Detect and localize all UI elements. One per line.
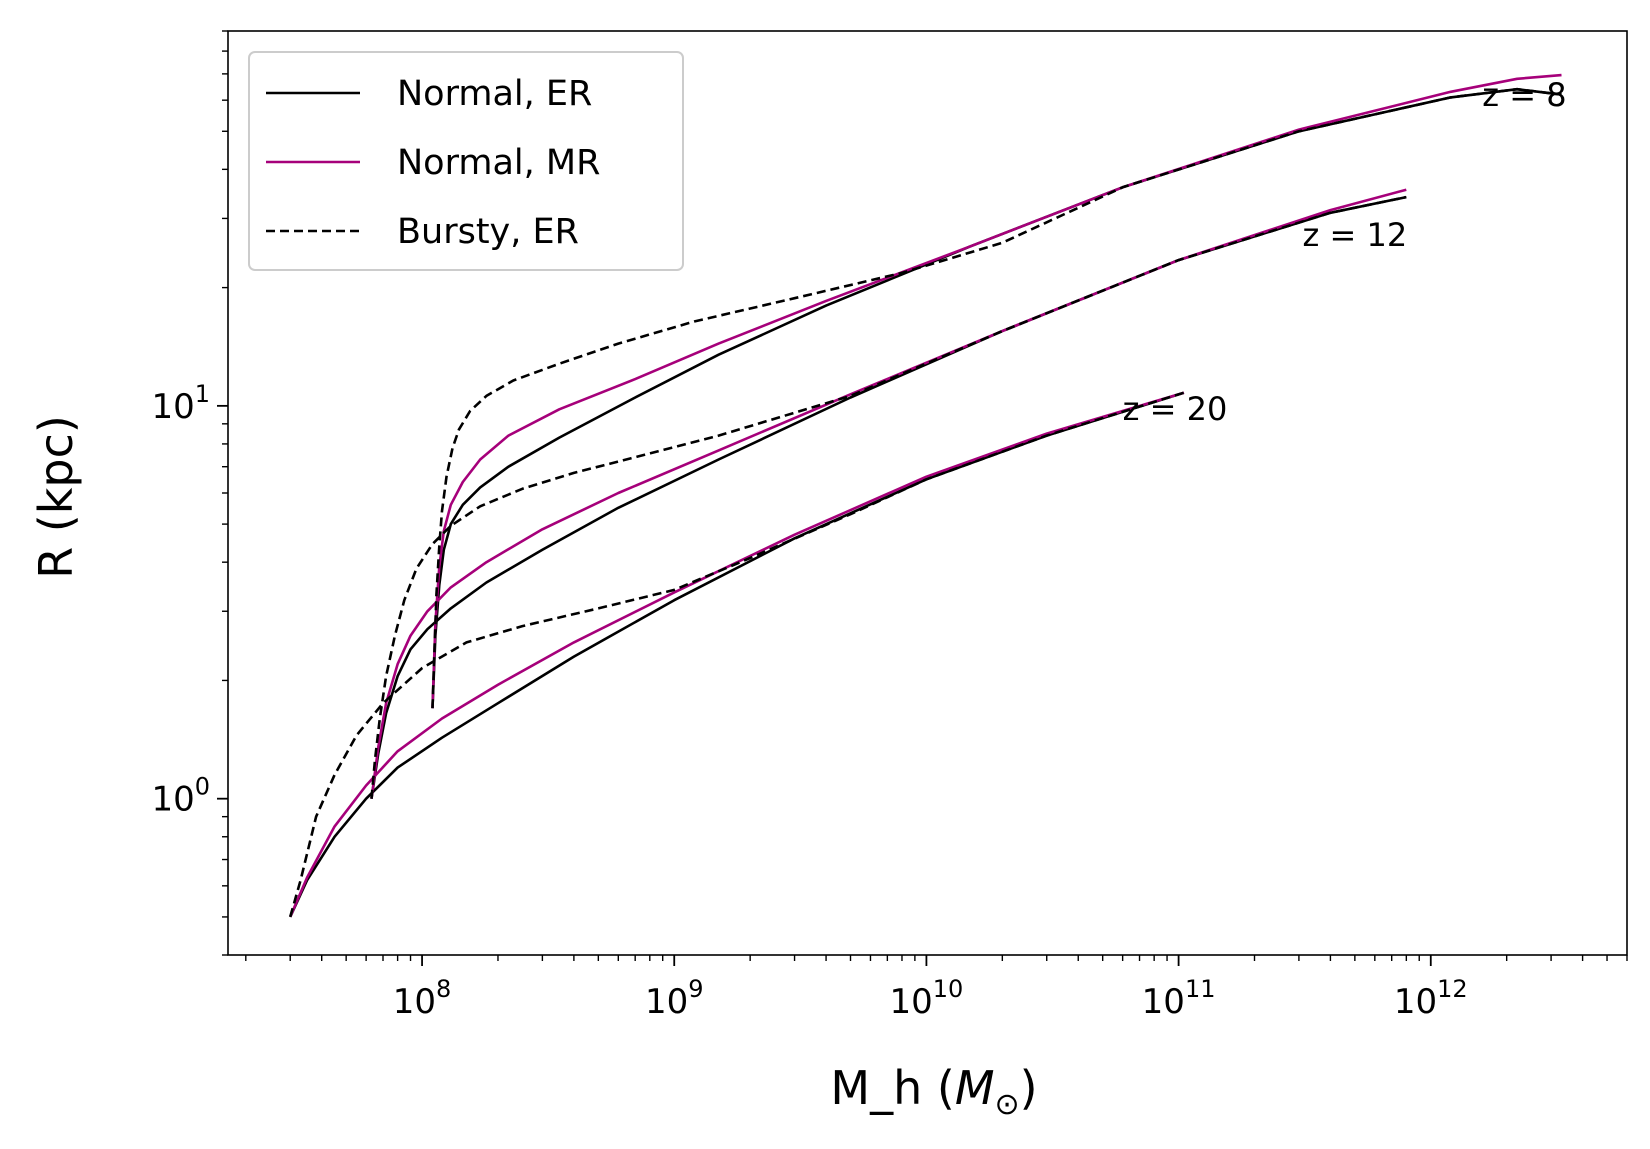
y-tick-label-base: 10 bbox=[151, 387, 194, 427]
y-tick-label-exponent: 1 bbox=[195, 380, 210, 408]
x-axis-title-subscript: ⊙ bbox=[995, 1087, 1020, 1122]
x-tick-label: 108 bbox=[393, 975, 452, 1022]
x-axis-title-symbol: M bbox=[955, 1061, 995, 1115]
legend: Normal, ER Normal, MR Bursty, ER bbox=[248, 51, 684, 271]
y-tick-label: 101 bbox=[151, 380, 210, 427]
legend-entries: Normal, ER Normal, MR Bursty, ER bbox=[266, 74, 600, 252]
redshift-annotation: z = 20 bbox=[1123, 390, 1228, 428]
series-line bbox=[288, 391, 1185, 918]
x-tick-label-exponent: 8 bbox=[436, 975, 451, 1003]
x-tick-label-base: 10 bbox=[1394, 982, 1437, 1022]
series-line bbox=[370, 195, 1407, 799]
redshift-annotation: z = 12 bbox=[1303, 216, 1408, 254]
x-axis-title: M_h (M⊙) bbox=[830, 1061, 1037, 1122]
legend-label: Normal, MR bbox=[397, 143, 600, 183]
y-tick-label: 100 bbox=[151, 773, 210, 820]
x-tick-label: 1010 bbox=[890, 975, 964, 1022]
x-tick-label-exponent: 10 bbox=[933, 975, 964, 1003]
x-tick-label-base: 10 bbox=[890, 982, 933, 1022]
y-axis-title: R (kpc) bbox=[29, 415, 83, 579]
series-line bbox=[431, 73, 1562, 709]
legend-label: Normal, ER bbox=[397, 74, 592, 114]
x-tick-label-base: 10 bbox=[393, 982, 436, 1022]
x-tick-label-base: 10 bbox=[1142, 982, 1185, 1022]
series-line bbox=[289, 391, 1185, 918]
x-axis-title-close: ) bbox=[1020, 1061, 1038, 1115]
x-axis-title-prefix: M_h ( bbox=[830, 1061, 954, 1115]
x-tick-label-exponent: 9 bbox=[688, 975, 703, 1003]
x-tick-label-exponent: 12 bbox=[1437, 975, 1468, 1003]
x-tick-label: 1011 bbox=[1142, 975, 1216, 1022]
series-layer bbox=[288, 73, 1562, 918]
x-tick-label: 1012 bbox=[1394, 975, 1468, 1022]
series-line bbox=[431, 87, 1562, 709]
annotations: z = 8 z = 12 z = 20 bbox=[1123, 76, 1567, 428]
legend-box bbox=[248, 51, 684, 271]
y-tick-label-exponent: 0 bbox=[195, 773, 210, 801]
x-tick-label-base: 10 bbox=[645, 982, 688, 1022]
y-tick-label-base: 10 bbox=[151, 780, 194, 820]
x-tick-label-exponent: 11 bbox=[1185, 975, 1216, 1003]
legend-label: Bursty, ER bbox=[397, 212, 579, 252]
x-tick-label: 109 bbox=[645, 975, 704, 1022]
redshift-annotation: z = 8 bbox=[1482, 76, 1566, 114]
